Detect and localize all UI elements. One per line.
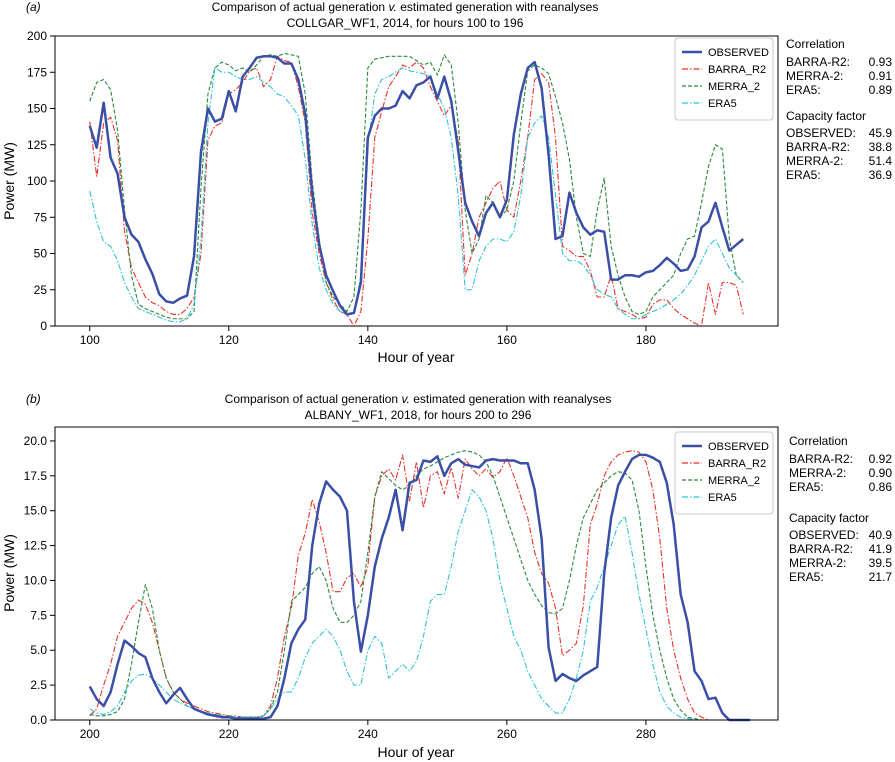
axes-frame [54,35,779,327]
panel-label: (a) [26,0,41,14]
corr-merra-label: MERRA-2: [786,69,843,83]
cap-barra-value: 38.8 [869,140,893,154]
legend: OBSERVED BARRA_R2 MERRA_2 ERA5 [674,37,774,121]
series-line-era5 [89,67,744,323]
cap-observed-value: 40.9 [869,528,893,542]
correlation-title: Correlation [789,434,848,448]
cap-merra-label: MERRA-2: [789,556,846,570]
y-axis-label: Power (MW) [1,142,17,220]
y-tick-label: 2.5 [30,678,47,692]
corr-merra-value: 0.90 [869,466,893,480]
panel-label: (b) [26,392,41,406]
correlation-title: Correlation [786,37,845,51]
y-tick-label: 15.0 [24,504,48,518]
legend-barra: BARRA_R2 [708,458,766,470]
cap-era5-value: 36.9 [869,168,893,182]
corr-era5-label: ERA5: [786,83,821,97]
cap-merra-value: 39.5 [869,556,893,570]
series-line-merra-2 [89,450,723,721]
legend-era5: ERA5 [708,492,737,504]
y-tick-label: 17.5 [24,469,48,483]
y-tick-label: 20.0 [24,434,48,448]
cap-era5-label: ERA5: [789,570,824,584]
y-tick-label: 0 [40,319,47,333]
x-tick-label: 100 [80,333,100,347]
cap-barra-label: BARRA-R2: [786,140,850,154]
x-tick-label: 180 [636,333,656,347]
corr-era5-value: 0.86 [869,480,893,494]
cap-barra-value: 41.9 [869,542,893,556]
x-axis-label: Hour of year [377,349,454,365]
panel-a: (a) Comparison of actual generation v. e… [1,0,892,365]
series-line-era5 [89,489,723,721]
axes-frame [54,426,779,721]
y-tick-label: 25 [34,283,48,297]
legend-box [674,37,774,121]
y-tick-label: 5.0 [30,643,47,657]
legend-merra: MERRA_2 [708,475,760,487]
x-tick-label: 220 [219,727,239,741]
y-tick-label: 10.0 [24,573,48,587]
x-tick-label: 260 [497,727,517,741]
y-tick-label: 12.5 [24,539,48,553]
y-axis-label: Power (MW) [1,534,17,612]
cap-era5-label: ERA5: [786,168,821,182]
series-line-observed [88,55,745,316]
plot-area: 100 120 140 160 180 0 25 50 75 100 125 150 175 200 [27,29,745,347]
y-tick-label: 7.5 [30,608,47,622]
corr-era5-value: 0.89 [869,83,893,97]
corr-merra-value: 0.91 [869,69,893,83]
y-tick-label: 150 [27,102,47,116]
x-axis-label: Hour of year [377,744,454,760]
corr-barra-value: 0.92 [869,452,893,466]
legend-barra: BARRA_R2 [708,64,766,76]
series-line-merra-2 [89,52,744,320]
cap-barra-label: BARRA-R2: [789,542,853,556]
legend: OBSERVED BARRA_R2 MERRA_2 ERA5 [674,431,774,515]
x-tick-label: 160 [497,333,517,347]
cap-era5-value: 21.7 [869,570,893,584]
legend-era5: ERA5 [708,98,737,110]
series-line-observed [88,453,751,722]
legend-box [674,431,774,515]
plot-area: 200 220 240 260 280 0.0 2.5 5.0 7.5 10.0 12.5 15.0 1… [24,434,751,741]
legend-merra: MERRA_2 [708,81,760,93]
corr-era5-label: ERA5: [789,480,824,494]
stats-panel: Correlation BARRA-R2: 0.93 MERRA-2: 0.91… [786,37,892,182]
stats-panel: Correlation BARRA-R2: 0.92 MERRA-2: 0.90… [789,434,892,584]
chart-subtitle: COLLGAR_WF1, 2014, for hours 100 to 196 [287,16,524,30]
series-line-barra-r2 [89,55,744,327]
x-tick-label: 280 [636,727,656,741]
y-tick-label: 200 [27,29,47,43]
y-tick-label: 0.0 [30,713,47,727]
corr-barra-value: 0.93 [869,55,893,69]
x-tick-label: 140 [358,333,378,347]
x-tick-label: 240 [358,727,378,741]
legend-observed: OBSERVED [708,47,769,59]
x-tick-label: 120 [219,333,239,347]
y-tick-label: 100 [27,174,47,188]
chart-subtitle: ALBANY_WF1, 2018, for hours 200 to 296 [305,408,532,422]
capacity-title: Capacity factor [786,109,866,123]
panel-b: (b) Comparison of actual generation v. e… [1,392,892,760]
legend-observed: OBSERVED [708,441,769,453]
cap-merra-value: 51.4 [869,154,893,168]
chart-title: Comparison of actual generation v. estim… [225,392,612,406]
cap-observed-label: OBSERVED: [789,528,859,542]
corr-barra-label: BARRA-R2: [786,55,850,69]
y-tick-label: 125 [27,138,47,152]
capacity-title: Capacity factor [789,511,869,525]
cap-observed-label: OBSERVED: [786,126,856,140]
series-line-barra-r2 [89,450,723,721]
y-tick-label: 75 [34,210,48,224]
y-tick-label: 175 [27,65,47,79]
y-tick-label: 50 [34,247,48,261]
cap-observed-value: 45.9 [869,126,893,140]
x-tick-label: 200 [80,727,100,741]
chart-title: Comparison of actual generation v. estim… [212,0,599,14]
cap-merra-label: MERRA-2: [786,154,843,168]
corr-barra-label: BARRA-R2: [789,452,853,466]
corr-merra-label: MERRA-2: [789,466,846,480]
